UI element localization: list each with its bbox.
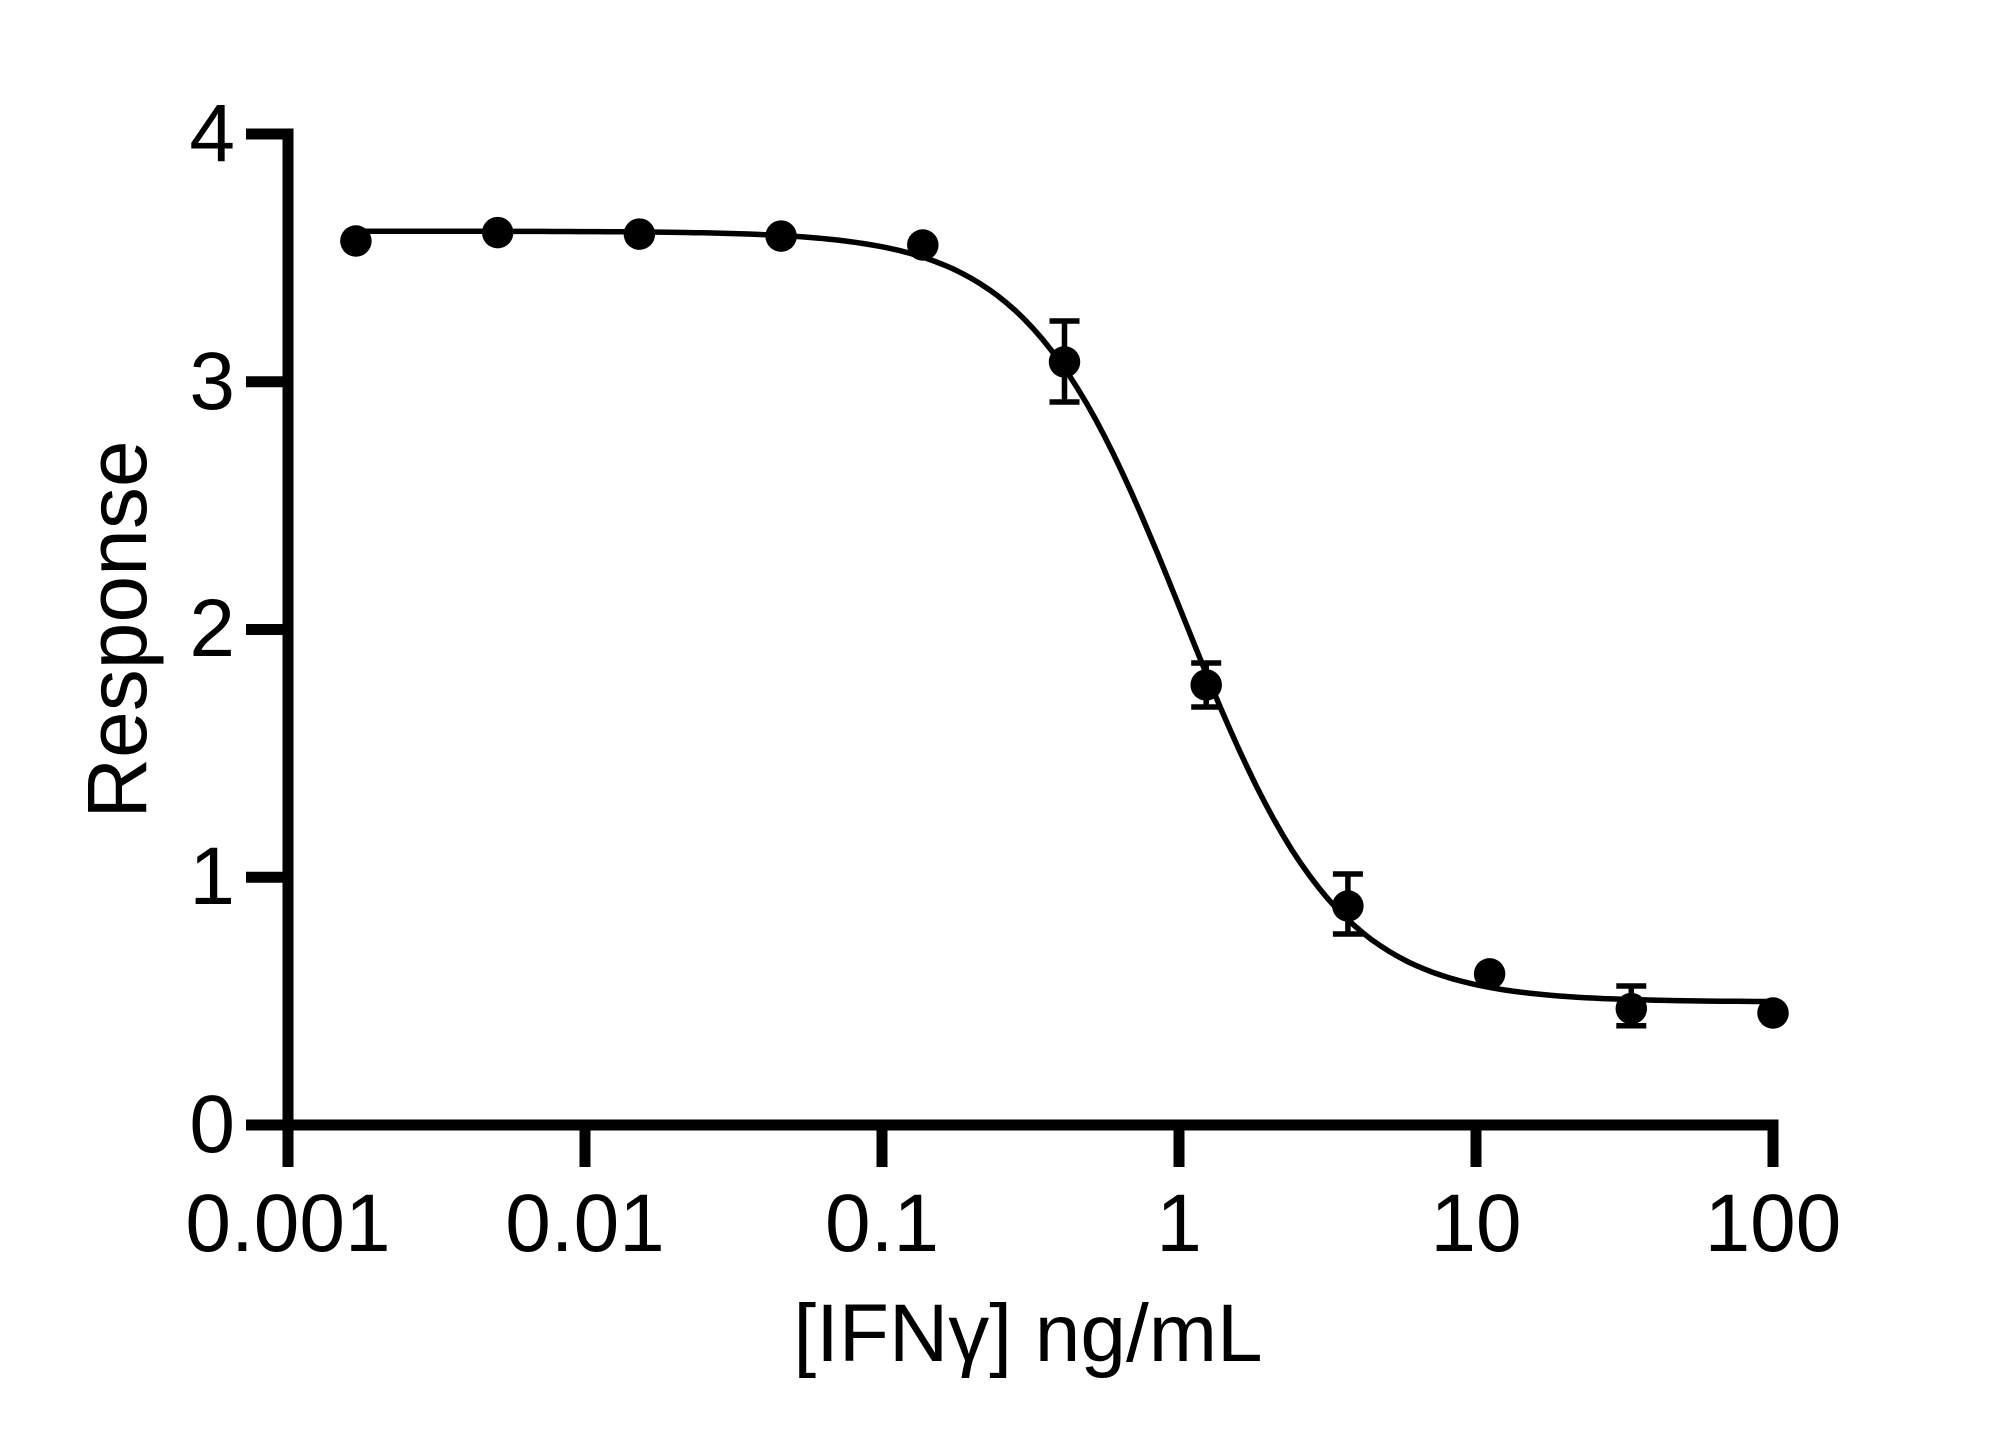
svg-text:1: 1 xyxy=(189,831,235,922)
svg-text:0.01: 0.01 xyxy=(505,1178,665,1269)
svg-text:1: 1 xyxy=(1156,1178,1202,1269)
svg-text:[IFNγ] ng/mL: [IFNγ] ng/mL xyxy=(793,1288,1262,1379)
svg-text:0.1: 0.1 xyxy=(825,1178,939,1269)
svg-text:100: 100 xyxy=(1705,1178,1842,1269)
svg-text:Response: Response xyxy=(70,440,164,818)
svg-text:4: 4 xyxy=(189,88,235,179)
svg-text:0.001: 0.001 xyxy=(185,1178,390,1269)
svg-text:0: 0 xyxy=(189,1079,235,1170)
svg-text:2: 2 xyxy=(189,583,235,674)
svg-text:3: 3 xyxy=(189,336,235,427)
svg-text:10: 10 xyxy=(1430,1178,1521,1269)
